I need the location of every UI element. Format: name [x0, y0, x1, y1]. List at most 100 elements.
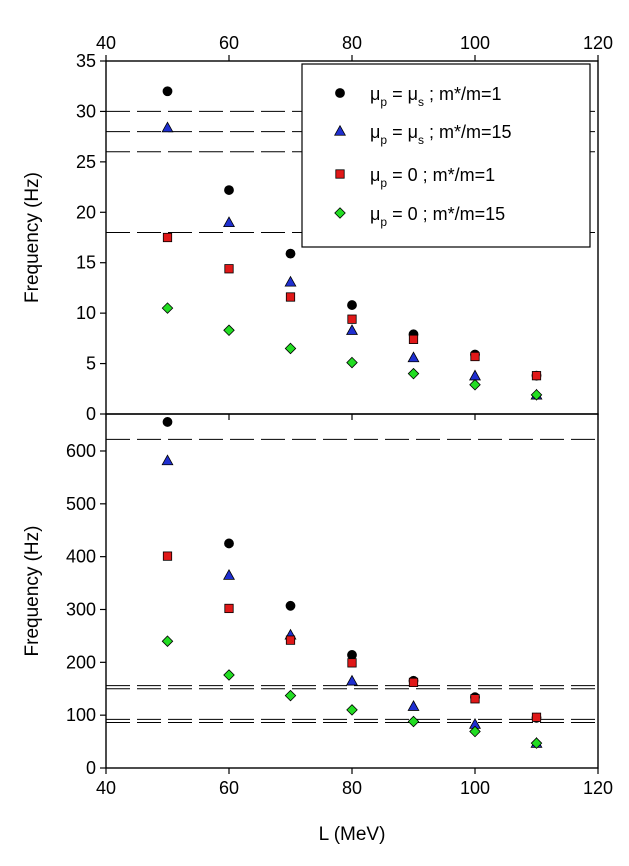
data-point-circle — [285, 600, 296, 611]
x-tick-label-top: 100 — [460, 33, 490, 53]
y-tick-label: 20 — [76, 202, 96, 222]
data-point-square — [224, 264, 234, 274]
legend-subscript: s — [418, 133, 424, 147]
bottom-panel: 0 100 200 300 400 500 600 40 60 80 100 120 Frequency… — [22, 413, 613, 845]
data-point-diamond — [284, 689, 297, 702]
data-point-triangle — [161, 454, 174, 466]
legend-text-part: μ — [370, 122, 380, 142]
x-tick-label-top: 120 — [583, 33, 613, 53]
legend-marker-square — [335, 169, 345, 179]
data-point-diamond — [161, 302, 174, 314]
y-tick-label: 200 — [66, 652, 96, 672]
data-point-diamond — [284, 342, 297, 355]
y-tick-label: 35 — [76, 51, 96, 71]
y-tick-label: 10 — [76, 303, 96, 323]
y-axis-title: Frequency (Hz) — [22, 526, 43, 657]
data-point-diamond — [346, 704, 358, 716]
legend-text-part: μ — [408, 84, 418, 104]
legend-box — [301, 63, 591, 248]
data-point-square — [470, 694, 480, 704]
x-tick-label: 40 — [96, 778, 116, 798]
legend-text-part: ; m*/m=1 — [424, 84, 502, 104]
legend-text-part: = 0 ; m*/m=1 — [387, 165, 495, 185]
data-point-diamond — [530, 737, 543, 749]
y-tick-label: 100 — [66, 705, 96, 725]
data-point-circle — [224, 538, 234, 549]
data-point-diamond — [161, 635, 174, 647]
legend-marker-circle — [335, 88, 345, 98]
y-tick-label: 30 — [76, 101, 96, 121]
data-point-triangle — [223, 569, 235, 580]
x-tick-label-top: 60 — [219, 33, 239, 53]
y-tick-label: 15 — [76, 253, 96, 273]
data-point-square — [408, 334, 419, 344]
data-point-diamond — [407, 367, 420, 380]
data-point-triangle — [284, 275, 297, 287]
data-point-diamond — [530, 389, 543, 401]
legend-text-part: μ — [370, 204, 380, 224]
data-point-circle — [224, 185, 234, 195]
y-tick-label: 500 — [66, 494, 96, 514]
legend-subscript: p — [380, 215, 387, 229]
data-point-circle — [162, 86, 173, 97]
data-point-triangle — [407, 351, 420, 363]
legend-marker-triangle — [334, 124, 346, 136]
data-point-diamond — [469, 725, 481, 738]
data-point-square — [285, 635, 296, 645]
legend-text-part: μ — [370, 165, 380, 185]
data-point-square — [162, 551, 173, 561]
y-tick-label: 5 — [86, 354, 96, 374]
legend-text-part: = 0 ; m*/m=15 — [387, 204, 505, 224]
data-point-diamond — [469, 378, 481, 391]
data-point-triangle — [223, 216, 235, 228]
data-point-circle — [285, 248, 296, 259]
data-point-diamond — [223, 324, 235, 337]
legend-label: μp = μs ; m*/m=1 — [370, 84, 501, 109]
data-point-diamond — [407, 715, 420, 728]
legend-label: μp = 0 ; m*/m=15 — [370, 204, 505, 229]
y-axis-title: Frequency (Hz) — [22, 172, 43, 303]
legend-label: μp = 0 ; m*/m=1 — [370, 165, 495, 190]
data-point-circle — [162, 417, 173, 427]
data-point-triangle — [161, 121, 174, 133]
data-point-square — [347, 314, 357, 324]
legend-label: μp = μs ; m*/m=15 — [370, 122, 511, 147]
data-point-square — [347, 658, 357, 668]
x-tick-label-top: 40 — [96, 33, 116, 53]
legend-text-part: = — [387, 84, 408, 104]
legend-marker-diamond — [334, 207, 346, 219]
y-tick-label: 600 — [66, 441, 96, 461]
y-tick-label: 300 — [66, 599, 96, 619]
data-point-square — [531, 712, 542, 722]
legend-subscript: s — [418, 95, 424, 109]
legend-text-part: ; m*/m=15 — [424, 122, 512, 142]
x-tick-label: 100 — [460, 778, 490, 798]
data-point-square — [162, 232, 173, 243]
y-tick-label: 25 — [76, 152, 96, 172]
legend-text-part: μ — [408, 122, 418, 142]
legend-subscript: p — [380, 95, 387, 109]
data-point-diamond — [223, 669, 235, 681]
x-tick-label-top: 80 — [342, 33, 362, 53]
data-point-square — [285, 292, 296, 302]
data-point-square — [531, 371, 542, 381]
y-tick-label: 0 — [86, 404, 96, 424]
x-tick-label: 60 — [219, 778, 239, 798]
data-point-circle — [347, 650, 357, 660]
data-point-square — [224, 603, 234, 614]
data-point-triangle — [346, 324, 358, 335]
x-axis-title: L (MeV) — [319, 824, 386, 845]
data-point-triangle — [346, 674, 358, 686]
data-point-square — [408, 677, 419, 688]
legend-subscript: p — [380, 133, 387, 147]
legend-text-part: = — [387, 122, 408, 142]
data-point-square — [470, 351, 480, 362]
x-tick-label: 120 — [583, 778, 613, 798]
data-point-diamond — [346, 356, 358, 369]
y-tick-label: 0 — [86, 758, 96, 778]
legend-subscript: p — [380, 176, 387, 190]
y-tick-label: 400 — [66, 547, 96, 567]
data-point-circle — [347, 300, 357, 310]
